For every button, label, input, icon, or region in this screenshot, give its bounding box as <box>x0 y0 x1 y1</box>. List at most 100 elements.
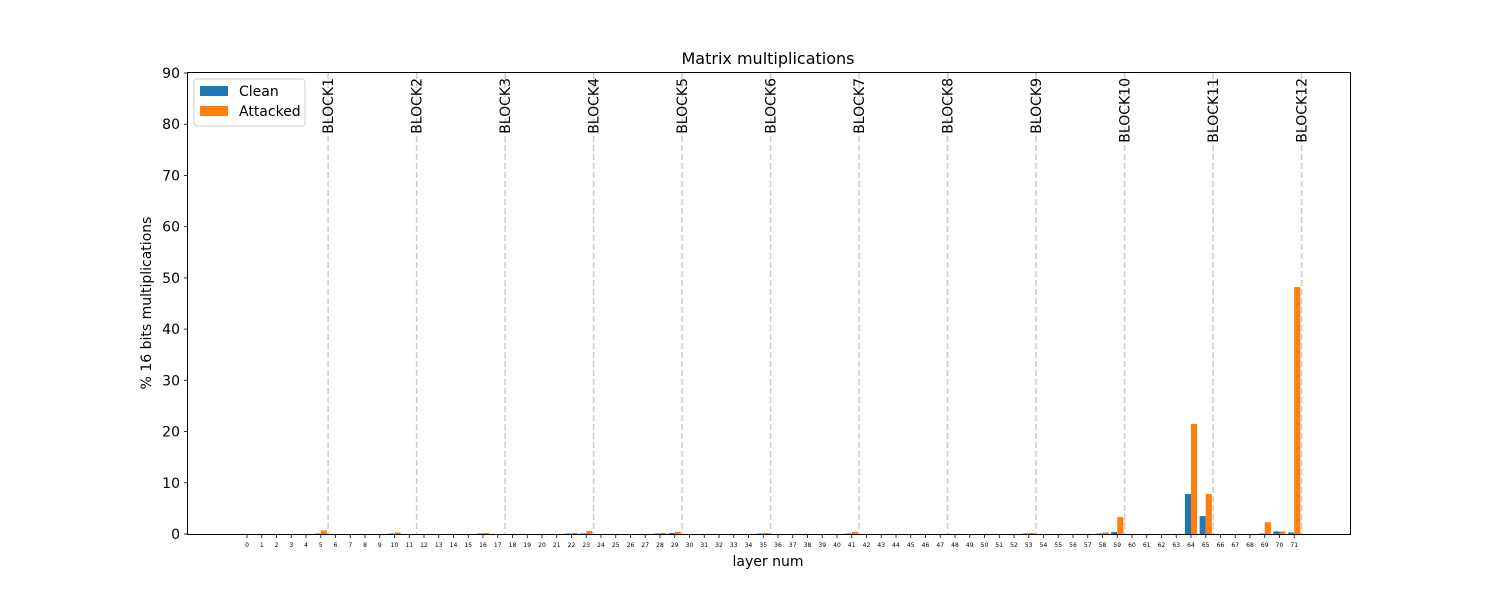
x-tick-label: 52 <box>1010 542 1018 549</box>
x-tick-label: 57 <box>1084 542 1092 549</box>
bar-attacked-layer-58 <box>1102 532 1109 534</box>
x-tick-label: 10 <box>391 542 399 549</box>
bar-clean-layer-58 <box>1096 533 1103 534</box>
x-tick-label: 58 <box>1099 542 1107 549</box>
x-tick-label: 16 <box>479 542 487 549</box>
y-tick-label: 90 <box>162 66 180 82</box>
x-tick-label: 36 <box>774 542 782 549</box>
y-tick-label: 80 <box>162 117 180 133</box>
x-tick-label: 68 <box>1246 542 1254 549</box>
bar-attacked-layer-28 <box>660 532 667 534</box>
bar-attacked-layer-41 <box>851 531 858 534</box>
x-tick-label: 35 <box>759 542 767 549</box>
x-tick-label: 48 <box>951 542 959 549</box>
bar-attacked-layer-64 <box>1191 423 1198 534</box>
bar-clean-layer-71 <box>1288 532 1295 534</box>
x-tick-label: 12 <box>420 542 428 549</box>
x-tick-label: 62 <box>1158 542 1166 549</box>
legend-label-clean: Clean <box>239 84 279 100</box>
x-tick-label: 63 <box>1172 542 1180 549</box>
bar-attacked-layer-5 <box>320 530 327 534</box>
x-axis-label: layer num <box>733 554 804 570</box>
block-label: BLOCK4 <box>587 78 603 134</box>
x-tick-label: 7 <box>348 542 352 549</box>
x-tick-label: 42 <box>863 542 871 549</box>
x-tick-label: 40 <box>833 542 841 549</box>
x-tick-label: 41 <box>848 542 856 549</box>
x-tick-label: 55 <box>1054 542 1062 549</box>
x-tick-label: 20 <box>538 542 546 549</box>
x-tick-label: 60 <box>1128 542 1136 549</box>
bar-attacked-layer-35 <box>763 532 770 534</box>
x-tick-label: 38 <box>804 542 812 549</box>
y-tick-label: 50 <box>162 271 180 287</box>
bar-clean-layer-65 <box>1199 516 1206 534</box>
block-markers: BLOCK1 BLOCK2 BLOCK3 BLOCK4 BLOCK5 BLOCK6 BLOC… <box>321 73 1311 534</box>
block-label: BLOCK3 <box>498 78 514 134</box>
x-tick-label: 33 <box>730 542 738 549</box>
block-label: BLOCK6 <box>764 78 780 134</box>
bar-clean-layer-59 <box>1111 531 1118 534</box>
x-tick-label: 66 <box>1217 542 1225 549</box>
x-tick-label: 67 <box>1231 542 1239 549</box>
bar-clean-layer-64 <box>1184 494 1191 534</box>
block-label: BLOCK10 <box>1118 78 1134 143</box>
bar-attacked-layer-16 <box>483 532 490 534</box>
x-tick-label: 13 <box>435 542 443 549</box>
x-tick-label: 34 <box>745 542 753 549</box>
x-tick-label: 9 <box>378 542 382 549</box>
bar-attacked-layer-53 <box>1028 532 1035 534</box>
y-tick-label: 10 <box>162 476 180 492</box>
x-tick-label: 30 <box>686 542 694 549</box>
bar-attacked-layer-69 <box>1264 522 1271 534</box>
x-tick-label: 26 <box>627 542 635 549</box>
x-tick-label: 59 <box>1113 542 1121 549</box>
bar-clean-layer-70 <box>1273 531 1280 534</box>
x-tick-label: 53 <box>1025 542 1033 549</box>
legend-swatch-attacked <box>200 106 228 116</box>
x-tick-label: 61 <box>1143 542 1151 549</box>
bar-attacked-layer-29 <box>674 531 681 534</box>
bar-clean-layer-28 <box>653 533 660 534</box>
x-tick-label: 31 <box>700 542 708 549</box>
x-tick-label: 23 <box>582 542 590 549</box>
legend: Clean Attacked <box>193 78 306 127</box>
x-ticks: 0 1 2 3 4 5 6 7 8 9 10 11 12 13 14 15 16 17 18 19 20 21 22 23 24… <box>245 534 1298 549</box>
x-tick-label: 18 <box>509 542 517 549</box>
x-tick-label: 49 <box>966 542 974 549</box>
bar-attacked-layer-65 <box>1205 494 1212 534</box>
x-tick-label: 0 <box>245 542 249 549</box>
x-tick-label: 65 <box>1202 542 1210 549</box>
x-tick-label: 45 <box>907 542 915 549</box>
block-label: BLOCK7 <box>852 78 868 134</box>
bar-attacked-layer-71 <box>1294 287 1301 534</box>
x-tick-label: 46 <box>922 542 930 549</box>
x-tick-label: 4 <box>304 542 308 549</box>
bar-clean-layer-22 <box>565 533 572 534</box>
x-tick-label: 71 <box>1290 542 1298 549</box>
block-label: BLOCK1 <box>321 78 337 134</box>
x-tick-label: 50 <box>981 542 989 549</box>
y-tick-label: 20 <box>162 425 180 441</box>
bar-attacked-layer-59 <box>1117 517 1124 534</box>
bar-attacked-layer-10 <box>394 532 401 534</box>
x-tick-label: 19 <box>523 542 531 549</box>
chart-title: Matrix multiplications <box>682 49 855 68</box>
x-tick-label: 43 <box>877 542 885 549</box>
x-tick-label: 64 <box>1187 542 1195 549</box>
block-label: BLOCK2 <box>410 78 426 134</box>
y-tick-label: 30 <box>162 373 180 389</box>
bar-attacked-layer-23 <box>586 530 593 534</box>
bar-clean-layer-69 <box>1258 533 1265 534</box>
legend-swatch-clean <box>200 86 228 96</box>
bar-attacked-layer-70 <box>1279 531 1286 534</box>
block-label: BLOCK5 <box>675 78 691 134</box>
x-tick-label: 3 <box>289 542 293 549</box>
bars-group <box>314 287 1301 534</box>
bar-clean-layer-53 <box>1022 533 1029 534</box>
bar-clean-layer-16 <box>476 533 483 534</box>
x-tick-label: 5 <box>319 542 323 549</box>
bar-clean-layer-23 <box>580 533 587 534</box>
